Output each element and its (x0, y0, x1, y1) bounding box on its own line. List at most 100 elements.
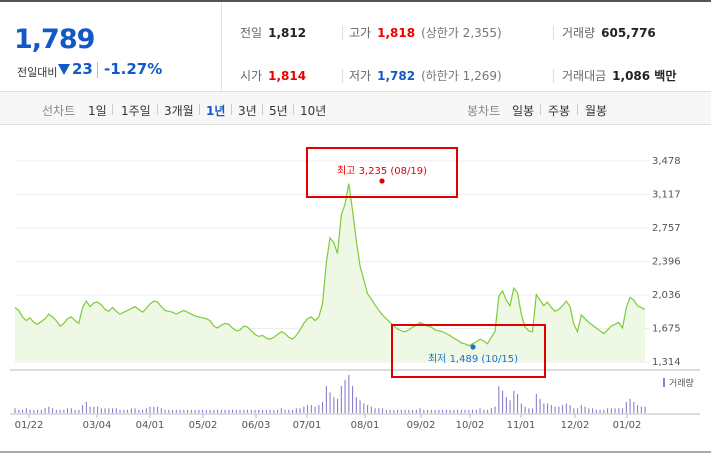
volume-bar (89, 406, 91, 413)
volume-bar (292, 409, 294, 413)
period-3y[interactable]: 3년 (238, 104, 257, 118)
volume-legend: 거래량 (669, 377, 694, 389)
volume-bar (352, 386, 354, 413)
volume-bar (408, 409, 410, 413)
volume-bar (389, 409, 391, 413)
period-selector-bar: 선차트 1일 1주일 3개월 1년 3년 5년 10년 봉차트 일봉 주봉 월봉 (0, 92, 711, 125)
volume-bar (393, 409, 395, 413)
volume-bar (374, 408, 376, 414)
volume-bar (232, 409, 234, 413)
volume-bar (573, 408, 575, 414)
volume-bar (52, 408, 54, 414)
volume-bar (153, 406, 155, 413)
volume-bar (599, 409, 601, 413)
volume-bar (427, 409, 429, 413)
volume-bar (85, 401, 87, 413)
volume-bar (97, 406, 99, 413)
volume-bar (610, 408, 612, 414)
volume-bar (453, 409, 455, 413)
volume-bar (629, 398, 631, 414)
volume-bar (44, 408, 46, 414)
candle-monthly[interactable]: 월봉 (585, 104, 608, 118)
period-1w[interactable]: 1주일 (121, 104, 151, 118)
volume-stat: 거래량 605,776 (562, 24, 656, 44)
candle-weekly[interactable]: 주봉 (548, 104, 571, 118)
volume-bar (33, 409, 35, 413)
prev-close-label: 전일 (240, 26, 263, 40)
min-annotation: 최저 1,489 (10/15) (428, 353, 518, 365)
max-annotation: 최고 3,235 (08/19) (337, 165, 427, 177)
volume-bar (160, 408, 162, 414)
volume-bar (37, 409, 39, 413)
volume-bar (25, 408, 27, 414)
candle-daily[interactable]: 일봉 (512, 104, 535, 118)
volume-bar (284, 409, 286, 413)
min-highlight-box (391, 324, 546, 378)
volume-bar (112, 408, 114, 414)
change-rate: -1.27% (104, 60, 163, 78)
volume-bar (262, 409, 264, 413)
divider (553, 26, 554, 40)
volume-bar (164, 409, 166, 413)
volume-bar (355, 397, 357, 413)
volume-bar (565, 403, 567, 413)
volume-bar (108, 408, 110, 414)
volume-bar (295, 408, 297, 414)
divider (97, 62, 98, 78)
volume-bar (468, 409, 470, 413)
volume-bar (303, 406, 305, 413)
volume-bar (100, 408, 102, 414)
volume-bar (532, 408, 534, 414)
volume-bar (528, 408, 530, 414)
volume-bar (618, 408, 620, 414)
volume-bar (175, 409, 177, 413)
lower-limit: (하한가 1,269) (421, 69, 502, 83)
volume-bar (502, 390, 504, 413)
candle-chart-label: 봉차트 (467, 104, 501, 118)
volume-bar (382, 408, 384, 414)
volume-bar (603, 409, 605, 413)
volume-bar (29, 409, 31, 413)
divider (157, 104, 158, 115)
volume-bar (78, 409, 80, 413)
volume-bar (400, 409, 402, 413)
volume-legend-marker (663, 378, 665, 387)
turnover-value: 1,086 백만 (612, 69, 677, 83)
volume-bar (524, 406, 526, 413)
volume-bar (209, 409, 211, 413)
volume-bar (438, 409, 440, 413)
volume-bar (547, 403, 549, 413)
volume-bar (337, 398, 339, 414)
volume-bar (367, 405, 369, 413)
volume-bar (385, 409, 387, 413)
volume-bar (130, 408, 132, 414)
volume-bar (265, 409, 267, 413)
period-1d[interactable]: 1일 (88, 104, 107, 118)
volume-bar (63, 409, 65, 413)
volume-bar (517, 394, 519, 413)
volume-bar (494, 406, 496, 413)
volume-bar (592, 408, 594, 414)
volume-bar (322, 401, 324, 413)
volume-bar (595, 409, 597, 413)
period-1y[interactable]: 1년 (206, 104, 226, 118)
divider (199, 104, 200, 115)
volume-bar (220, 409, 222, 413)
volume-bar (288, 409, 290, 413)
volume-bar (183, 409, 185, 413)
price-chart[interactable]: 3,478 3,117 2,757 2,396 2,036 1,675 1,314 01/2… (0, 125, 711, 456)
low-label: 저가 (349, 69, 372, 83)
volume-bar (543, 403, 545, 413)
volume-bar (513, 390, 515, 413)
y-tick-label: 1,314 (652, 357, 681, 368)
max-highlight-box (306, 147, 458, 198)
volume-bar (269, 409, 271, 413)
period-3m[interactable]: 3개월 (164, 104, 194, 118)
period-10y[interactable]: 10년 (300, 104, 327, 118)
volume-bar (127, 409, 129, 413)
x-axis-tick-labels: 01/22 03/04 04/01 05/02 06/03 07/01 08/01 09/02… (15, 414, 641, 431)
period-5y[interactable]: 5년 (269, 104, 288, 118)
volume-bar (145, 408, 147, 414)
volume-label: 거래량 (562, 26, 596, 40)
volume-bar (67, 408, 69, 414)
